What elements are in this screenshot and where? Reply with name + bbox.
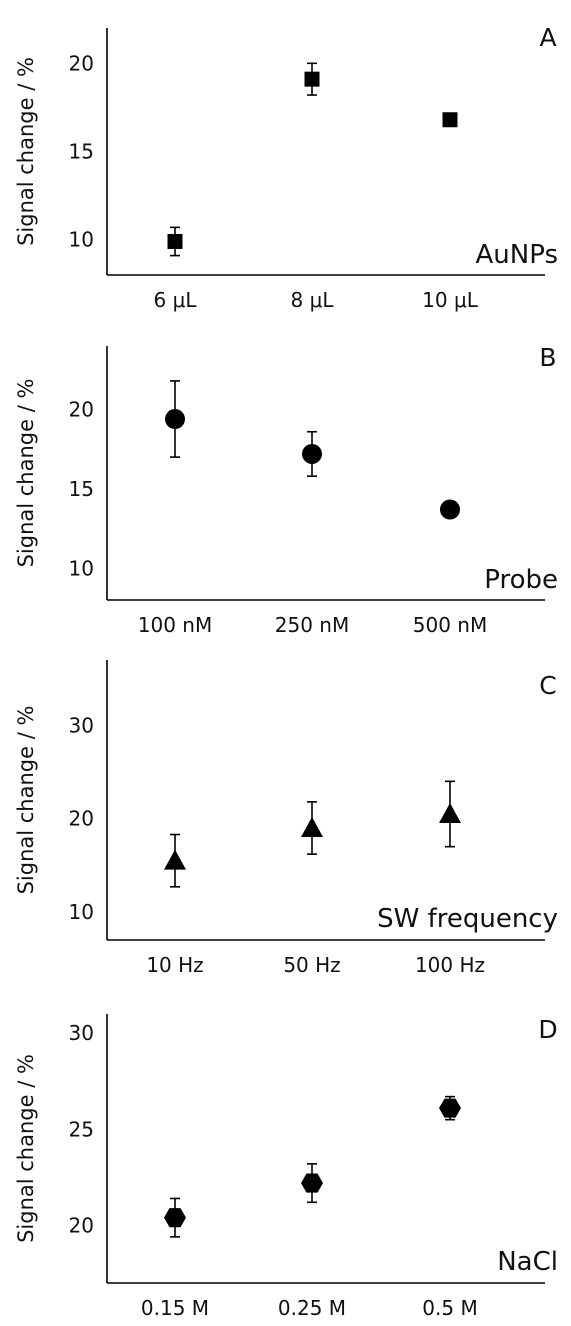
panel-c-letter: C	[539, 671, 556, 700]
panel-d-x-tick-label: 0.15 M	[141, 1296, 209, 1320]
panel-c-annotation: SW frequency	[377, 904, 558, 934]
panel-b-y-tick-label: 20	[69, 398, 94, 422]
panel-a-letter: A	[539, 23, 556, 52]
panel-d-x-tick-label: 0.25 M	[278, 1296, 346, 1320]
panel-a-y-tick-label: 10	[69, 228, 94, 252]
panel-b-data-point	[165, 409, 185, 430]
panel-b-y-tick-label: 15	[69, 477, 94, 501]
panel-b-y-axis-title: Signal change / %	[14, 379, 38, 568]
panel-d-y-axis-title: Signal change / %	[14, 1054, 38, 1243]
panel-b-data-point	[302, 443, 322, 464]
panel-a-data-point	[442, 112, 458, 128]
panel-d-y-tick-label: 25	[69, 1117, 94, 1141]
panel-c-data-point	[439, 803, 461, 823]
panel-b-x-tick-label: 100 nM	[138, 613, 212, 637]
panel-a-x-tick-label: 10 μL	[422, 288, 479, 312]
panel-b-y-tick-label: 10	[69, 556, 94, 580]
panel-c-x-tick-label: 10 Hz	[146, 953, 203, 977]
panel-b-letter: B	[539, 343, 556, 372]
panel-a-data-point	[167, 233, 183, 249]
panel-c-data-point	[301, 817, 323, 837]
panel-a-y-tick-label: 20	[69, 51, 94, 75]
panel-a-y-tick-label: 15	[69, 140, 94, 164]
panel-d-y-tick-label: 20	[69, 1213, 94, 1237]
panel-d-y-tick-label: 30	[69, 1021, 94, 1045]
panel-c-y-tick-label: 10	[69, 900, 94, 924]
panel-d-data-point	[164, 1208, 186, 1228]
panel-c-y-tick-label: 20	[69, 807, 94, 831]
panel-c-x-tick-label: 100 Hz	[415, 953, 485, 977]
panel-d-letter: D	[538, 1015, 557, 1044]
panel-a-x-tick-label: 8 μL	[291, 288, 335, 312]
panel-b-x-tick-label: 500 nM	[413, 613, 487, 637]
panel-c-y-axis-title: Signal change / %	[14, 706, 38, 895]
panel-c-data-point	[164, 849, 186, 870]
panel-a-y-axis-title: Signal change / %	[14, 57, 38, 246]
panel-a-annotation: AuNPs	[476, 240, 558, 270]
panel-a-x-tick-label: 6 μL	[154, 288, 198, 312]
panel-d-data-point	[301, 1173, 323, 1193]
panel-d-data-point	[439, 1098, 461, 1118]
panel-d-x-tick-label: 0.5 M	[422, 1296, 477, 1320]
panel-b-data-point	[440, 499, 460, 520]
panel-c-x-tick-label: 50 Hz	[283, 953, 340, 977]
panel-b-annotation: Probe	[484, 565, 558, 595]
panel-c-y-tick-label: 30	[69, 713, 94, 737]
panel-d-annotation: NaCl	[497, 1247, 558, 1277]
panel-a-data-point	[304, 71, 320, 87]
panel-b-x-tick-label: 250 nM	[275, 613, 349, 637]
